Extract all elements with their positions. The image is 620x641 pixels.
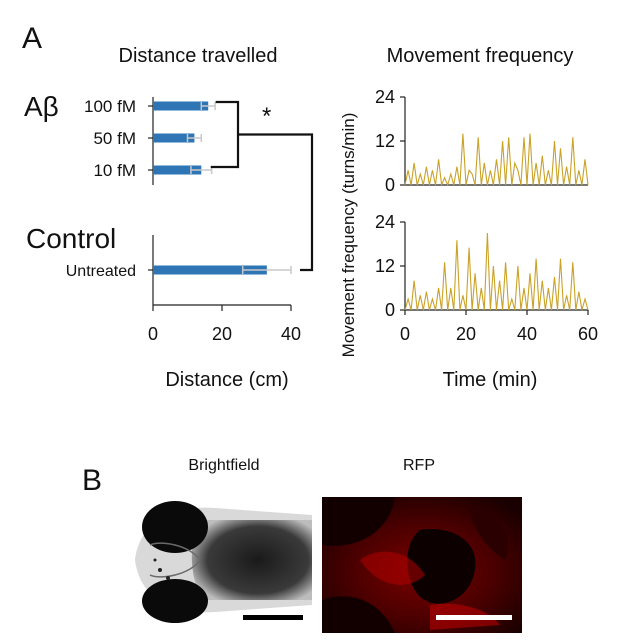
microscopy-panel: Brightfield RFP bbox=[128, 457, 522, 633]
bar bbox=[153, 101, 209, 111]
significance-star: * bbox=[262, 103, 271, 130]
bar-x-tick-label: 0 bbox=[148, 324, 158, 344]
line-y-tick-label: 0 bbox=[385, 175, 395, 195]
panel-label-a: A bbox=[22, 22, 42, 55]
bar-x-axis-label: Distance (cm) bbox=[165, 369, 288, 391]
brightfield-label: Brightfield bbox=[188, 457, 259, 474]
panel-label-b: B bbox=[82, 464, 102, 497]
line-y-tick-label: 12 bbox=[375, 131, 395, 151]
rfp-image bbox=[322, 497, 522, 633]
bar bbox=[153, 133, 195, 143]
line-y-tick-label: 24 bbox=[375, 212, 395, 232]
distance-bar-chart: Distance travelled Aβ Control * Distance… bbox=[24, 45, 314, 391]
line-y-tick-label: 12 bbox=[375, 256, 395, 276]
significance-link bbox=[238, 133, 314, 272]
line-y-tick-label: 0 bbox=[385, 300, 395, 320]
frequency-series-1 bbox=[404, 232, 589, 311]
line-x-tick-label: 40 bbox=[517, 324, 537, 344]
movement-frequency-chart: Movement frequency Movement frequency (t… bbox=[339, 45, 598, 391]
bar-category-label: 100 fM bbox=[84, 97, 136, 116]
line-chart-title: Movement frequency bbox=[387, 45, 574, 67]
line-x-tick-label: 0 bbox=[400, 324, 410, 344]
line-y-tick-label: 24 bbox=[375, 87, 395, 107]
line-y-axis-label: Movement frequency (turns/min) bbox=[339, 113, 358, 358]
bar bbox=[153, 165, 202, 175]
bar-category-label: 10 fM bbox=[93, 161, 136, 180]
group-label-control: Control bbox=[26, 223, 116, 254]
bar-x-tick-label: 40 bbox=[281, 324, 301, 344]
brightfield-image bbox=[128, 497, 312, 623]
bar-category-label: Untreated bbox=[66, 263, 136, 280]
bar bbox=[153, 265, 267, 275]
line-x-tick-label: 20 bbox=[456, 324, 476, 344]
line-x-tick-label: 60 bbox=[578, 324, 598, 344]
line-x-axis-label: Time (min) bbox=[443, 369, 538, 391]
bar-chart-title: Distance travelled bbox=[119, 45, 278, 67]
significance-bracket bbox=[210, 100, 240, 169]
bar-x-tick-label: 20 bbox=[212, 324, 232, 344]
rfp-label: RFP bbox=[403, 457, 435, 474]
bar-category-label: 50 fM bbox=[93, 129, 136, 148]
brightfield-scale-bar bbox=[243, 615, 303, 620]
rfp-scale-bar bbox=[436, 615, 512, 620]
frequency-series-0 bbox=[404, 133, 589, 188]
group-label-abeta: Aβ bbox=[24, 91, 59, 122]
